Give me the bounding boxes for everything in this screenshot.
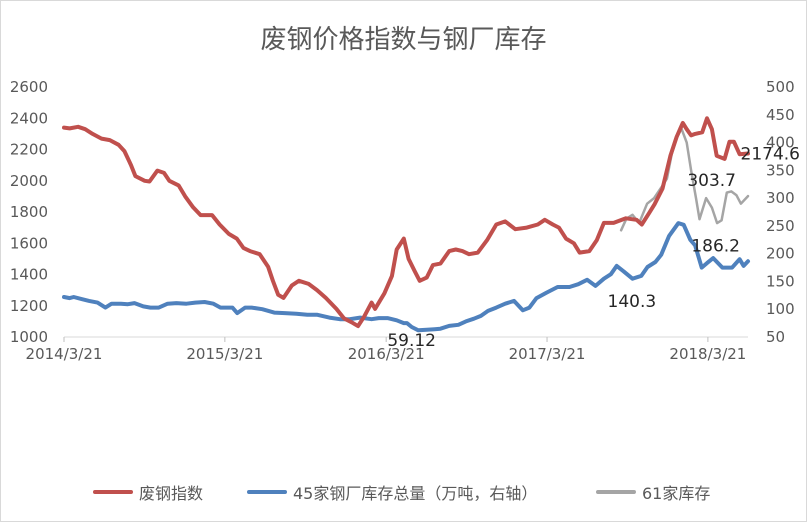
series-line-scrap-index bbox=[62, 116, 750, 329]
legend-item-45-inventory: 45家钢厂库存总量（万吨，右轴） bbox=[247, 480, 537, 504]
legend-label-45-inventory: 45家钢厂库存总量（万吨，右轴） bbox=[293, 484, 538, 503]
y-left-axis: 2600 2400 2200 2000 1800 1600 1400 1200 1000 bbox=[10, 78, 48, 346]
series-line-61-inventory bbox=[619, 127, 750, 232]
y-left-tick-label: 1400 bbox=[10, 266, 48, 284]
y-left-tick-label: 2200 bbox=[10, 141, 48, 159]
y-right-tick-label: 350 bbox=[766, 161, 795, 179]
x-tick-label: 2017/3/21 bbox=[509, 345, 586, 363]
y-right-tick-label: 100 bbox=[766, 300, 795, 318]
x-axis: 2014/3/21 2015/3/21 2016/3/21 2017/3/21 2018… bbox=[26, 337, 746, 363]
legend-swatch-scrap-index bbox=[93, 490, 133, 494]
y-left-tick-label: 2000 bbox=[10, 172, 48, 190]
series-line-45-inventory bbox=[62, 221, 750, 333]
legend-item-scrap-index: 废钢指数 bbox=[93, 480, 203, 504]
chart-title: 废钢价格指数与钢厂库存 bbox=[260, 25, 547, 55]
legend: 废钢指数 45家钢厂库存总量（万吨，右轴） 61家库存 bbox=[0, 480, 807, 504]
legend-item-61-inventory: 61家库存 bbox=[596, 480, 710, 504]
x-tick-label: 2016/3/21 bbox=[348, 345, 425, 363]
y-right-tick-label: 400 bbox=[766, 134, 795, 152]
legend-swatch-45-inventory bbox=[247, 490, 287, 494]
data-label-45-mid: 140.3 bbox=[608, 292, 657, 312]
x-tick-label: 2014/3/21 bbox=[26, 345, 103, 363]
y-right-tick-label: 200 bbox=[766, 245, 795, 263]
y-right-axis: 500 450 400 350 300 250 200 150 100 50 bbox=[766, 78, 795, 346]
y-left-tick-label: 1200 bbox=[10, 297, 48, 315]
y-left-tick-label: 2600 bbox=[10, 78, 48, 96]
y-right-tick-label: 250 bbox=[766, 217, 795, 235]
x-tick-label: 2018/3/21 bbox=[669, 345, 746, 363]
x-tick-label: 2015/3/21 bbox=[186, 345, 263, 363]
data-label-61-last: 303.7 bbox=[687, 171, 736, 191]
y-left-tick-label: 1000 bbox=[10, 328, 48, 346]
y-left-tick-label: 1800 bbox=[10, 203, 48, 221]
series-lines bbox=[62, 116, 750, 333]
y-right-tick-label: 300 bbox=[766, 189, 795, 207]
data-label-45-last: 186.2 bbox=[691, 236, 740, 256]
y-right-tick-label: 50 bbox=[766, 328, 785, 346]
legend-label-61-inventory: 61家库存 bbox=[642, 484, 711, 503]
legend-swatch-61-inventory bbox=[596, 490, 636, 494]
y-right-tick-label: 150 bbox=[766, 272, 795, 290]
y-right-tick-label: 500 bbox=[766, 78, 795, 96]
data-label-45-min: 59.12 bbox=[387, 331, 436, 351]
data-label-scrap-last: 2174.6 bbox=[741, 144, 800, 164]
y-left-tick-label: 2400 bbox=[10, 109, 48, 127]
y-right-tick-label: 450 bbox=[766, 106, 795, 124]
y-left-tick-label: 1600 bbox=[10, 234, 48, 252]
data-labels: 2174.6 303.7 186.2 140.3 59.12 bbox=[387, 144, 800, 350]
legend-label-scrap-index: 废钢指数 bbox=[139, 484, 204, 503]
